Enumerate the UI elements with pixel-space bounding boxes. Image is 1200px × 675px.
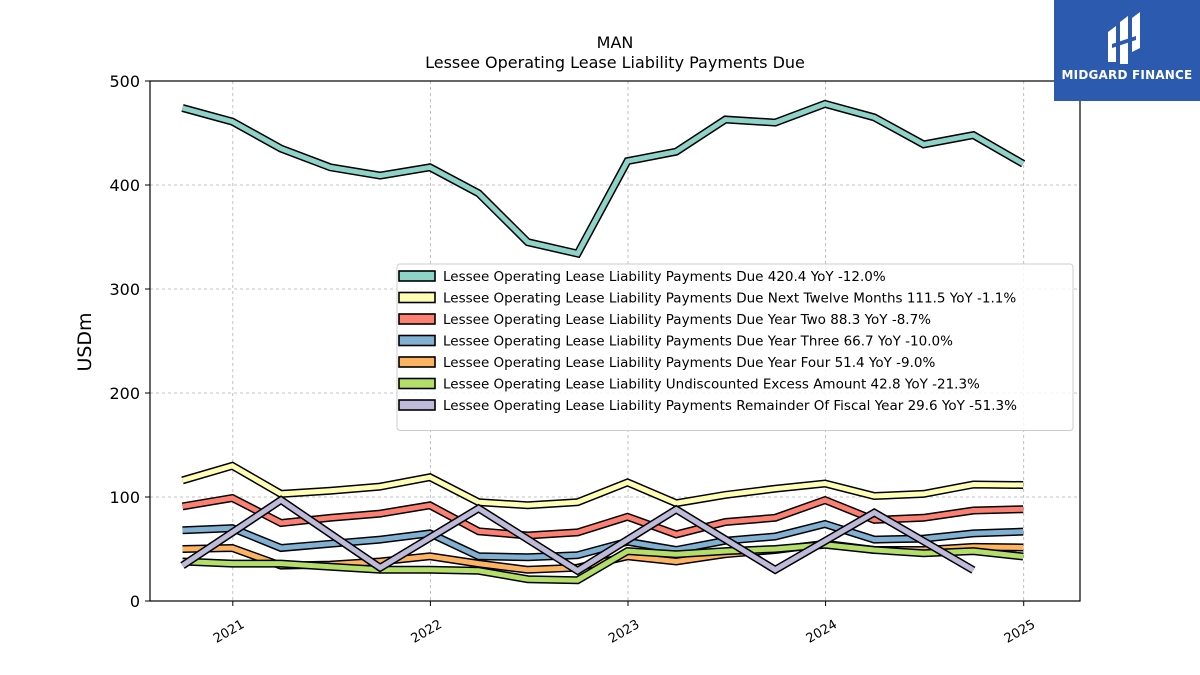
- series-line-outline: [181, 99, 1026, 259]
- legend: Lessee Operating Lease Liability Payment…: [396, 263, 1074, 431]
- y-axis-label: USDm: [74, 312, 96, 371]
- chart-title: MAN: [597, 33, 634, 52]
- legend-label: Lessee Operating Lease Liability Payment…: [443, 398, 1017, 414]
- legend-entry: Lessee Operating Lease Liability Payment…: [398, 312, 931, 328]
- series-line: [181, 101, 1025, 257]
- series-7: [180, 495, 976, 576]
- y-tick-label: 300: [109, 280, 140, 299]
- y-tick-label: 500: [109, 72, 140, 91]
- legend-label: Lessee Operating Lease Liability Payment…: [443, 269, 886, 285]
- legend-swatch: [398, 399, 436, 411]
- legend-box: [396, 263, 1074, 431]
- series-line: [182, 542, 1024, 583]
- x-tick-label: 2022: [409, 617, 445, 647]
- series-1: [181, 99, 1026, 259]
- legend-label: Lessee Operating Lease Liability Payment…: [443, 291, 1016, 307]
- legend-label: Lessee Operating Lease Liability Payment…: [443, 334, 953, 350]
- legend-entry: Lessee Operating Lease Liability Payment…: [398, 269, 886, 285]
- legend-entry: Lessee Operating Lease Liability Payment…: [398, 398, 1017, 414]
- legend-label: Lessee Operating Lease Liability Undisco…: [443, 377, 980, 393]
- brand-logo: MIDGARD FINANCE: [1054, 0, 1200, 101]
- series-2: [181, 461, 1024, 510]
- series-4: [182, 519, 1024, 562]
- series-line: [181, 497, 975, 574]
- legend-label: Lessee Operating Lease Liability Payment…: [443, 312, 931, 328]
- legend-swatch: [398, 270, 436, 282]
- x-tick-label: 2025: [1002, 617, 1038, 647]
- plot-frame: [149, 80, 1081, 602]
- legend-entry: Lessee Operating Lease Liability Payment…: [398, 334, 953, 350]
- logo-text: MIDGARD FINANCE: [1061, 68, 1193, 82]
- legend-entry: Lessee Operating Lease Liability Undisco…: [398, 377, 980, 393]
- x-tick-label: 2024: [804, 617, 840, 647]
- legend-swatch: [398, 313, 436, 325]
- logo-mark-icon: [1108, 12, 1140, 64]
- legend-swatch: [398, 291, 436, 304]
- y-tick-label: 400: [109, 176, 140, 195]
- series-lines: [180, 99, 1026, 585]
- series-line-outline: [181, 461, 1024, 510]
- x-tick-label: 2021: [211, 617, 247, 647]
- legend-entry: Lessee Operating Lease Liability Payment…: [398, 291, 1016, 307]
- x-tick-label: 2023: [606, 617, 642, 647]
- series-line: [181, 463, 1024, 508]
- legend-swatch: [398, 356, 436, 368]
- y-tick-label: 200: [109, 384, 140, 403]
- series-6: [182, 540, 1024, 585]
- series-line: [182, 521, 1024, 560]
- legend-swatch: [398, 334, 436, 347]
- legend-swatch: [398, 377, 436, 390]
- y-tick-label: 0: [130, 592, 140, 611]
- legend-entry: Lessee Operating Lease Liability Payment…: [398, 355, 936, 371]
- chart-subtitle: Lessee Operating Lease Liability Payment…: [425, 53, 805, 72]
- legend-label: Lessee Operating Lease Liability Payment…: [443, 355, 936, 371]
- y-tick-label: 100: [109, 488, 140, 507]
